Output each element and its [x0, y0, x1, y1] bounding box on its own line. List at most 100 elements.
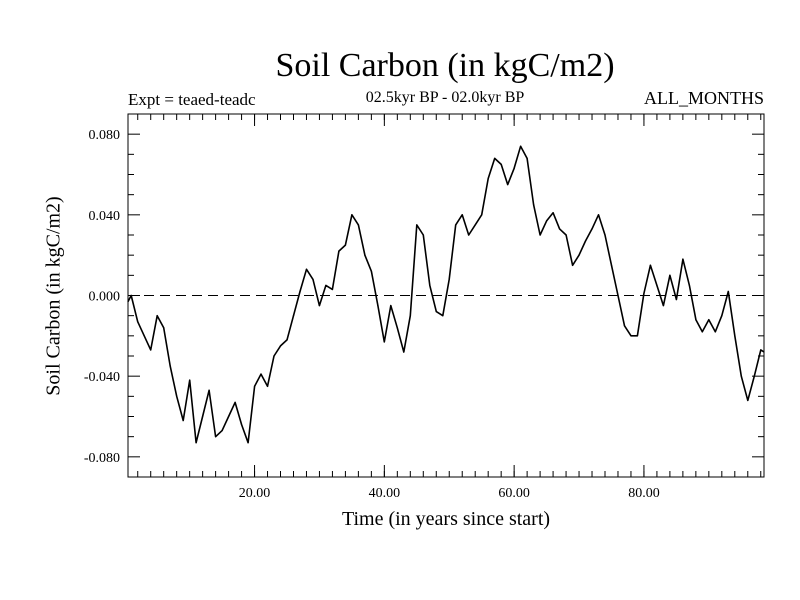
data-point: [481, 214, 483, 216]
data-point: [552, 212, 554, 214]
data-point: [305, 268, 308, 270]
data-point: [357, 224, 359, 226]
data-point: [558, 228, 561, 230]
data-point: [227, 415, 230, 418]
data-point: [753, 375, 755, 377]
data-point: [649, 264, 652, 266]
data-point: [747, 399, 749, 401]
data-point: [189, 379, 191, 381]
data-point: [351, 214, 353, 216]
y-tick-labels: 0.080 0.040 0.000 -0.040 -0.080: [84, 128, 120, 466]
data-point: [630, 335, 632, 337]
y-tick-label: 0.040: [89, 209, 121, 224]
data-point: [695, 319, 697, 321]
data-point: [221, 430, 223, 432]
data-point: [260, 373, 262, 375]
data-point: [565, 234, 567, 236]
data-point: [202, 415, 204, 418]
data-point: [682, 258, 684, 260]
data-point: [273, 355, 275, 357]
x-tick-label: 40.00: [369, 486, 401, 501]
y-tick-label: 0.000: [89, 290, 121, 305]
data-point: [266, 385, 269, 387]
data-point: [701, 331, 703, 333]
data-points: [127, 145, 765, 444]
data-point: [539, 234, 541, 236]
data-point: [571, 264, 574, 266]
data-point: [500, 163, 502, 166]
data-point: [455, 224, 457, 226]
data-point: [740, 375, 742, 377]
data-point: [442, 315, 444, 317]
x-tick-labels: 20.00 40.00 60.00 80.00: [239, 486, 660, 501]
data-point: [195, 442, 197, 444]
data-point: [675, 298, 677, 301]
data-point: [760, 349, 762, 351]
data-point: [474, 224, 476, 226]
data-point: [662, 304, 665, 307]
data-point: [215, 436, 217, 438]
data-point: [292, 315, 295, 317]
data-point: [669, 274, 671, 276]
data-point: [656, 284, 658, 287]
data-point: [390, 304, 392, 307]
data-point: [150, 349, 152, 351]
data-point: [714, 331, 716, 333]
chart-title: Soil Carbon (in kgC/m2): [275, 47, 615, 84]
data-point: [331, 288, 334, 291]
data-point: [448, 278, 450, 280]
data-point: [422, 234, 424, 236]
data-point: [364, 254, 366, 256]
data-point: [163, 327, 165, 329]
data-point: [208, 389, 210, 391]
data-point: [344, 244, 347, 246]
data-point: [312, 278, 314, 280]
data-point: [721, 315, 723, 317]
data-point: [578, 254, 580, 256]
data-point: [708, 319, 710, 321]
x-tick-label: 20.00: [239, 486, 271, 501]
data-point: [727, 290, 729, 293]
data-point: [127, 300, 129, 303]
months-label: ALL_MONTHS: [644, 88, 764, 108]
x-tick-label: 60.00: [498, 486, 530, 501]
data-point: [370, 270, 372, 272]
y-tick-label: -0.040: [84, 370, 120, 385]
data-point: [584, 240, 587, 242]
data-point: [461, 214, 463, 216]
data-point: [507, 183, 509, 186]
data-point: [279, 345, 282, 347]
data-point: [383, 341, 385, 343]
experiment-label: Expt = teaed-teadc: [128, 90, 256, 109]
data-point: [338, 250, 340, 252]
data-point: [429, 284, 431, 287]
data-point: [468, 234, 470, 236]
data-point: [234, 401, 236, 403]
data-point: [409, 315, 411, 317]
data-point: [494, 157, 496, 159]
data-point: [520, 145, 522, 147]
data-point: [286, 339, 288, 341]
chart-subtitle: 02.5kyr BP - 02.0kyr BP: [365, 89, 525, 106]
data-point: [240, 423, 243, 426]
data-point: [137, 321, 139, 323]
data-point: [487, 177, 489, 180]
data-point: [526, 157, 528, 159]
data-point: [604, 234, 606, 236]
data-point: [623, 325, 626, 327]
data-point: [591, 228, 593, 230]
data-point: [318, 304, 321, 307]
data-point: [688, 284, 690, 287]
data-point: [182, 419, 184, 422]
major-ticks: [128, 114, 764, 477]
data-point: [617, 294, 619, 297]
data-point: [763, 351, 765, 353]
data-point: [435, 311, 437, 313]
soil-carbon-series-line: [127, 145, 765, 444]
data-point: [636, 335, 639, 337]
data-point: [643, 292, 645, 295]
data-point: [545, 220, 548, 222]
data-point: [734, 335, 736, 337]
data-point: [325, 284, 327, 287]
